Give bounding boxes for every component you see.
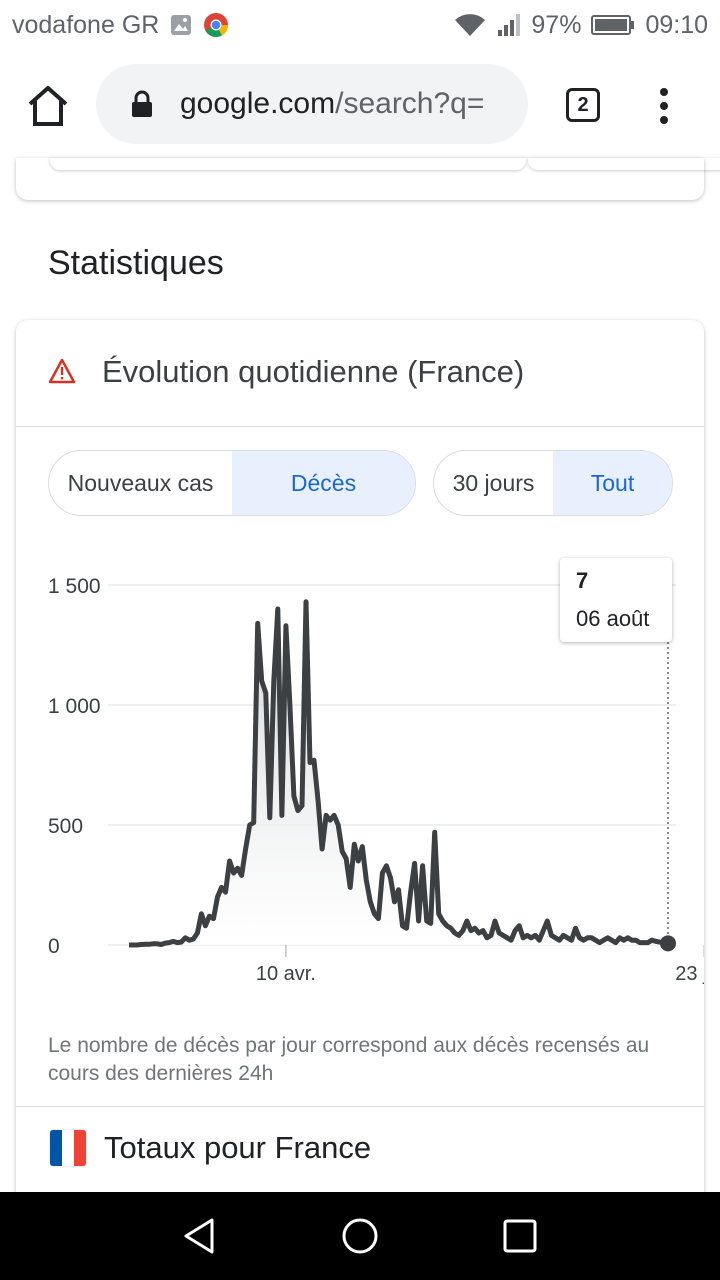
chart-tooltip: 7 06 août [560,558,672,642]
previous-inner-card [50,158,526,170]
card-header: Évolution quotidienne (France) [16,320,704,427]
chart-note: Le nombre de décès par jour correspond a… [48,1034,650,1085]
tooltip-value: 7 [576,568,589,593]
tab-switcher-button[interactable]: 2 [566,88,600,122]
previous-card-edge [16,158,704,200]
totals-title: Totaux pour France [104,1130,372,1165]
more-menu-icon[interactable] [654,86,674,126]
wifi-icon [455,14,486,36]
hover-point[interactable] [660,935,676,952]
tab-new-cases[interactable]: Nouveaux cas [67,469,214,496]
lock-icon [132,90,152,117]
range-toggle: 30 jours Tout [433,450,673,516]
x-tick-label: 23 juil. [675,963,704,985]
status-right: 97% 09:10 [453,11,708,40]
previous-inner-card [528,158,720,170]
y-tick-label: 1 500 [48,575,101,598]
daily-evolution-card: Évolution quotidienne (France) Nouveaux … [16,320,704,1220]
battery-percent: 97% [531,10,582,39]
chart-line [129,599,669,948]
x-tick-label: 10 avr. [256,963,316,985]
status-left: vodafone GR [12,11,229,40]
card-title: Évolution quotidienne (France) [102,354,525,389]
recents-icon[interactable] [500,1216,540,1256]
section-title: Statistiques [48,244,224,282]
y-tick-label: 500 [48,815,83,838]
battery-icon [591,15,635,35]
tab-30-days[interactable]: 30 jours [452,469,535,496]
back-icon[interactable] [180,1216,220,1256]
address-bar[interactable]: google.com/search?q= [96,64,528,144]
home-nav-icon[interactable] [340,1216,380,1256]
status-bar: vodafone GR 97% 09:10 [0,0,720,50]
system-nav-bar [0,1192,720,1280]
signal-icon [498,14,521,36]
url-domain: google.com [180,87,336,120]
deaths-chart[interactable]: 0 500 1 000 1 500 10 avr. 23 juil. [16,540,704,1000]
url-path: /search?q= [335,87,485,120]
y-tick-label: 0 [48,935,60,958]
divider [16,1106,704,1107]
chrome-notification-icon [204,13,229,38]
home-icon[interactable] [26,84,70,128]
tab-deaths[interactable]: Décès [232,451,415,515]
tab-count-label: 2 [577,93,589,116]
metric-toggle: Nouveaux cas Décès [48,450,416,516]
gallery-notification-icon [171,15,192,35]
clock: 09:10 [645,10,708,39]
france-flag-icon [50,1130,86,1166]
tab-all[interactable]: Tout [553,451,672,515]
browser-toolbar: google.com/search?q= 2 [0,50,720,158]
warning-icon [48,358,76,384]
carrier-label: vodafone GR [12,10,160,39]
y-tick-label: 1 000 [48,695,101,718]
tooltip-date: 06 août [576,606,650,631]
